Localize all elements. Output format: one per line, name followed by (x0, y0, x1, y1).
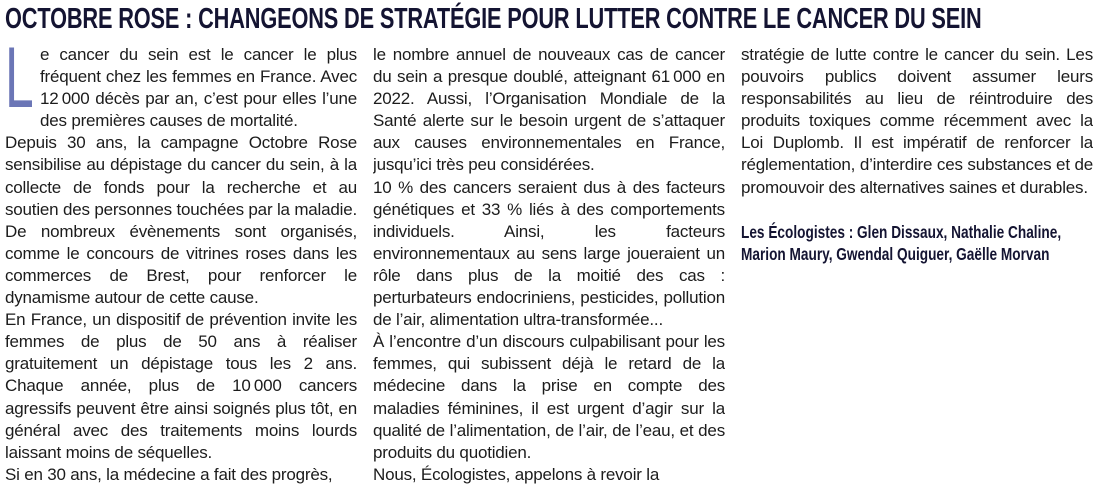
drop-cap: L (5, 44, 34, 126)
article-paragraph: En France, un dispositif de prévention i… (5, 310, 357, 462)
article-paragraph: le nombre annuel de nouveaux cas de canc… (373, 45, 725, 175)
article-paragraph: Si en 30 ans, la médecine a fait des pro… (5, 464, 333, 484)
article-signature: Les Écologistes : Glen Dissaux, Nathalie… (741, 221, 1093, 265)
article-column-3: stratégie de lutte contre le cancer du s… (741, 44, 1093, 496)
signature-text: Les Écologistes : Glen Dissaux, Nathalie… (741, 221, 1062, 264)
article-paragraph: Depuis 30 ans, la campagne Octobre Rose … (5, 133, 357, 308)
article-column-2: le nombre annuel de nouveaux cas de canc… (373, 44, 725, 496)
article-paragraph: 10 % des cancers seraient dus à des fact… (373, 177, 725, 330)
article-paragraph: stratégie de lutte contre le cancer du s… (741, 45, 1093, 197)
article-header: OCTOBRE ROSE : CHANGEONS DE STRATÉGIE PO… (5, 4, 1096, 38)
page-title: OCTOBRE ROSE : CHANGEONS DE STRATÉGIE PO… (5, 3, 982, 35)
article-paragraph: À l’encontre d’un discours culpabilisant… (373, 332, 725, 462)
article-paragraph: Nous, Écologistes, appelons à revoir la (373, 464, 660, 484)
paragraph-text: e cancer du sein est le cancer le plus f… (40, 45, 357, 131)
